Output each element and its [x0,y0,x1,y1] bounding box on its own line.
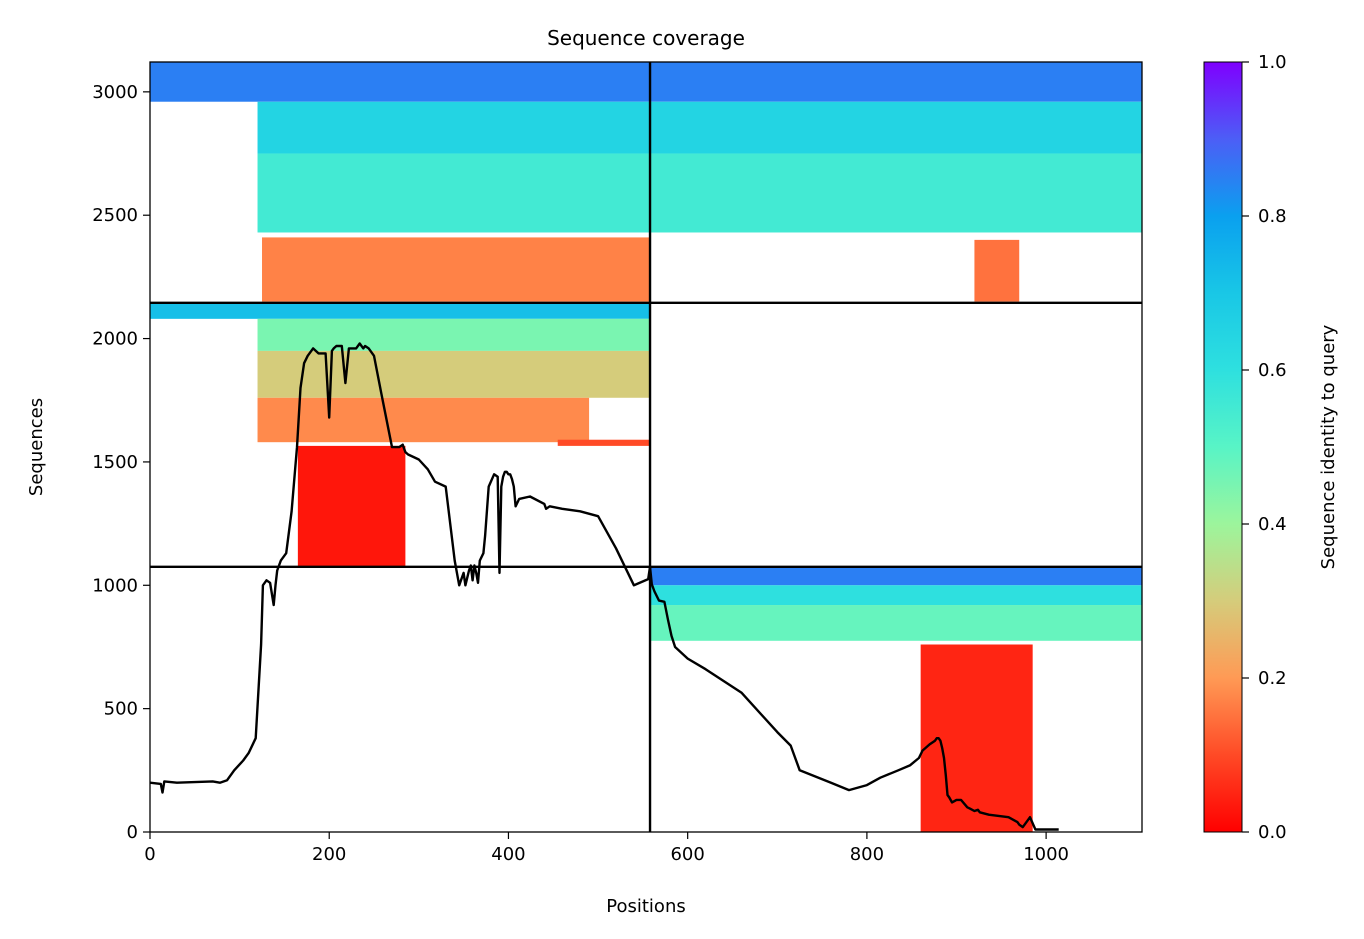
coverage-region [257,318,651,351]
colorbar: 0.0 0.2 0.4 0.6 0.8 1.0 Sequence identity to … [1203,52,1339,843]
coverage-region [557,439,651,446]
colorbar-tick-label: 0.8 [1258,206,1287,227]
colorbar-ticks: 0.0 0.2 0.4 0.6 0.8 1.0 [1242,52,1287,843]
y-tick-label: 1000 [92,575,138,596]
y-axis: 0 500 1000 1500 2000 2500 3000 [92,82,150,843]
y-axis-label: Sequences [26,398,47,496]
x-tick-label: 1000 [1023,844,1069,865]
x-tick-label: 200 [312,844,346,865]
coverage-region [150,62,651,102]
coverage-region [257,397,590,443]
y-tick-label: 0 [127,822,138,843]
y-tick-label: 2500 [92,205,138,226]
coverage-region [650,153,1142,233]
coverage-line-layer [150,342,1059,831]
coverage-region [650,605,1142,641]
coverage-region [150,302,651,319]
chart-title: Sequence coverage [547,26,745,50]
y-tick-label: 1500 [92,452,138,473]
coverage-heatmap [150,62,1142,832]
plot-frame [149,61,1143,833]
colorbar-tick-label: 0.0 [1258,822,1287,843]
coverage-region [650,62,1142,102]
x-tick-label: 800 [850,844,884,865]
x-axis: 0 200 400 600 800 1000 [144,832,1069,865]
coverage-region [257,350,651,398]
x-tick-label: 400 [491,844,525,865]
coverage-region [974,239,1020,302]
colorbar-tick-label: 0.6 [1258,360,1287,381]
colorbar-label: Sequence identity to query [1318,324,1339,569]
y-tick-label: 3000 [92,82,138,103]
coverage-region [257,153,651,233]
colorbar-gradient [1203,61,1243,833]
coverage-region [650,566,1142,586]
colorbar-tick-label: 0.4 [1258,514,1287,535]
y-tick-label: 500 [104,699,138,720]
coverage-region [650,101,1142,154]
x-axis-label: Positions [606,896,685,917]
coverage-region [257,101,651,154]
block-dividers [150,62,1142,832]
coverage-region [297,445,406,567]
x-tick-label: 0 [144,844,155,865]
colorbar-tick-label: 1.0 [1258,52,1287,73]
coverage-region [262,237,651,302]
y-tick-label: 2000 [92,329,138,350]
plot-area [149,61,1143,833]
coverage-region [650,585,1142,606]
colorbar-tick-label: 0.2 [1258,668,1287,689]
x-tick-label: 600 [670,844,704,865]
coverage-line [150,342,1059,831]
